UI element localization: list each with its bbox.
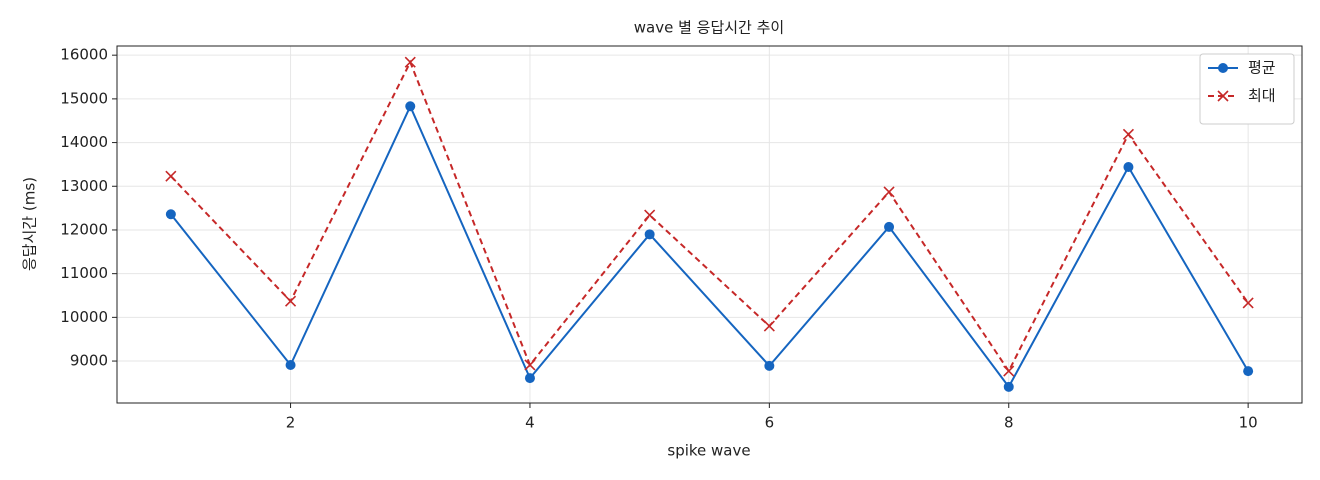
marker bbox=[1123, 162, 1134, 173]
marker bbox=[405, 101, 416, 112]
chart-title: wave 별 응답시간 추이 bbox=[634, 19, 784, 37]
series-line bbox=[170, 103, 1250, 389]
marker bbox=[284, 295, 297, 307]
marker bbox=[524, 373, 535, 384]
marker bbox=[883, 186, 895, 198]
marker bbox=[1242, 297, 1254, 309]
marker bbox=[165, 170, 177, 182]
marker bbox=[524, 359, 536, 371]
y-tick-label: 13000 bbox=[60, 177, 108, 195]
marker bbox=[1243, 366, 1254, 377]
y-tick-label: 14000 bbox=[60, 133, 108, 151]
legend-box bbox=[1199, 53, 1295, 125]
marker bbox=[404, 56, 416, 68]
marker bbox=[1003, 381, 1014, 392]
legend-marker bbox=[1217, 90, 1229, 102]
legend-label: 최대 bbox=[1248, 87, 1276, 105]
marker bbox=[165, 209, 176, 220]
x-tick-label: 6 bbox=[765, 414, 775, 432]
series-line bbox=[170, 59, 1249, 374]
marker bbox=[285, 359, 296, 370]
x-axis-label: spike wave bbox=[667, 442, 750, 460]
marker bbox=[884, 221, 895, 232]
marker bbox=[764, 360, 775, 371]
marker bbox=[1122, 128, 1135, 140]
y-tick-label: 16000 bbox=[60, 46, 108, 64]
marker bbox=[1003, 365, 1015, 377]
marker bbox=[644, 209, 656, 221]
x-tick-label: 8 bbox=[1004, 414, 1014, 432]
y-tick-label: 10000 bbox=[60, 308, 108, 326]
y-tick-label: 15000 bbox=[60, 89, 108, 107]
plot-frame bbox=[116, 45, 1303, 404]
marker bbox=[763, 320, 775, 332]
legend-label: 평균 bbox=[1248, 59, 1276, 77]
x-tick-label: 4 bbox=[525, 414, 535, 432]
marker bbox=[644, 229, 655, 240]
y-tick-label: 11000 bbox=[60, 264, 108, 282]
y-axis-label: 응답시간 (ms) bbox=[21, 177, 39, 271]
y-tick-label: 9000 bbox=[70, 352, 108, 370]
x-tick-label: 10 bbox=[1239, 414, 1258, 432]
legend-marker bbox=[1218, 63, 1228, 73]
x-tick-label: 2 bbox=[286, 414, 296, 432]
y-tick-label: 12000 bbox=[60, 220, 108, 238]
